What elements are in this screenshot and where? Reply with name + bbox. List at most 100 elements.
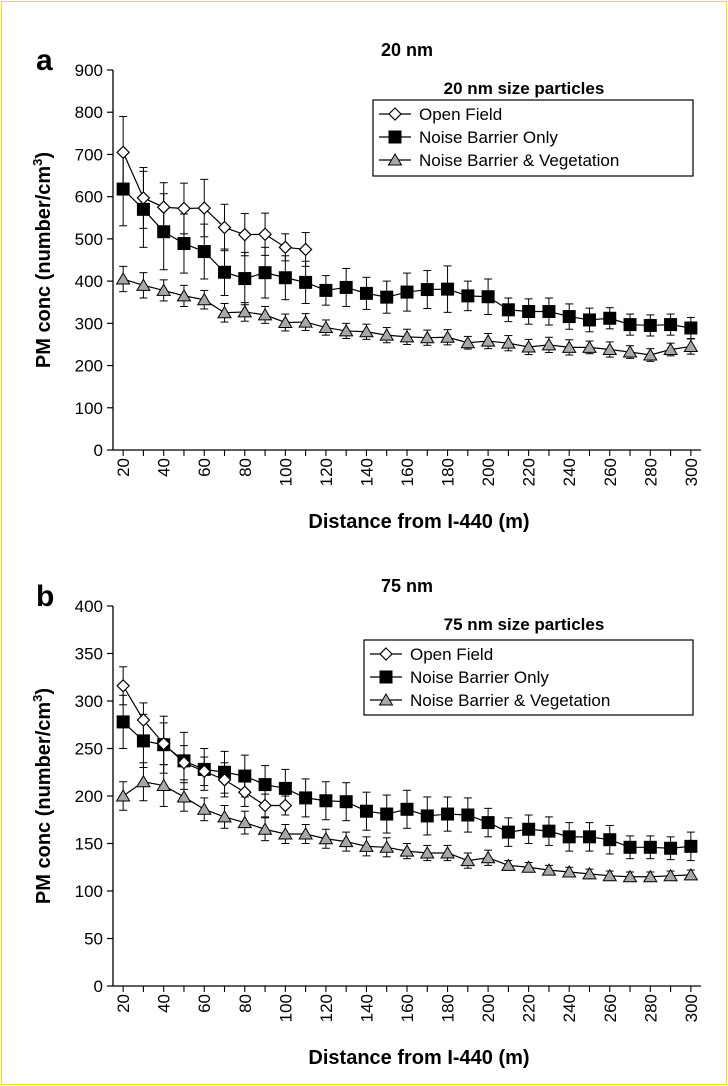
chart-panel-a: a 20 nm 0 100 200 300 400 500 600 700 800 900 20 40 60… — [30, 40, 701, 533]
data-point — [480, 850, 496, 864]
axes: 0 50 100 150 200 250 300 350 400 20 40 60 80 100 120 14… — [75, 597, 701, 1022]
y-tick-label: 100 — [75, 399, 103, 418]
data-point — [258, 778, 272, 792]
legend: 20 nm size particles Open Field Noise Barr… — [372, 79, 694, 177]
legend-label: Open Field — [410, 645, 493, 664]
legend-marker — [379, 670, 393, 684]
data-point — [582, 866, 597, 880]
series-line — [122, 721, 691, 849]
legend-title: 75 nm size particles — [444, 615, 605, 634]
data-point — [419, 846, 435, 859]
data-point — [278, 271, 292, 285]
data-point — [278, 781, 292, 795]
data-point — [176, 288, 192, 302]
data-point — [217, 773, 232, 787]
x-tick-label: 260 — [601, 994, 620, 1022]
data-point — [136, 278, 151, 291]
y-tick-label: 900 — [75, 61, 103, 80]
data-point — [359, 286, 373, 300]
data-point — [522, 822, 536, 836]
x-tick-label: 280 — [641, 458, 660, 486]
data-point — [460, 853, 476, 867]
data-point — [664, 841, 678, 855]
y-tick-label: 300 — [75, 692, 103, 711]
x-tick-label: 240 — [560, 458, 579, 486]
legend-label: Noise Barrier Only — [410, 668, 549, 687]
data-point — [521, 339, 537, 353]
panel-label: b — [36, 580, 54, 613]
data-point — [501, 858, 516, 871]
data-point — [541, 337, 557, 351]
data-point — [623, 318, 637, 332]
chart-panel-b: b 75 nm 0 50 100 150 200 250 300 350 400 20 40 60 80 10… — [30, 576, 701, 1069]
data-point — [197, 245, 211, 259]
data-point — [562, 310, 576, 324]
x-tick-label: 120 — [317, 994, 336, 1022]
legend-entry: Noise Barrier & Vegetation — [370, 691, 610, 710]
data-point — [115, 789, 131, 802]
data-point — [156, 736, 171, 751]
data-point — [683, 867, 699, 881]
x-tick-label: 160 — [398, 994, 417, 1022]
x-tick-label: 60 — [195, 458, 214, 477]
data-point — [683, 339, 699, 353]
data-point — [217, 809, 232, 823]
data-point — [359, 839, 374, 852]
data-point — [441, 807, 455, 821]
data-point — [623, 840, 637, 854]
data-point — [400, 285, 414, 299]
legend-box — [372, 99, 694, 177]
data-point — [602, 868, 618, 882]
x-tick-label: 280 — [641, 994, 660, 1022]
data-point — [197, 764, 212, 779]
y-axis-label: PM conc (number/cm3) — [30, 688, 55, 904]
data-point — [136, 713, 151, 727]
data-point — [319, 794, 333, 808]
x-tick-label: 220 — [520, 458, 539, 486]
data-point — [643, 318, 657, 332]
data-point — [338, 834, 354, 848]
data-point — [359, 804, 373, 818]
data-point — [339, 280, 353, 294]
series-noise-barrier-vegetation — [115, 762, 699, 883]
y-axis-label-main: PM conc (number/cm — [33, 166, 55, 368]
chart-title: 20 nm — [381, 40, 433, 60]
data-point — [663, 868, 678, 882]
data-point — [339, 795, 353, 809]
y-tick-label: 0 — [94, 977, 103, 996]
x-tick-label: 160 — [398, 458, 417, 486]
data-point — [177, 755, 191, 770]
data-point — [116, 145, 130, 160]
data-point — [338, 323, 354, 337]
data-point — [115, 272, 131, 285]
data-point — [299, 275, 313, 289]
data-point — [501, 336, 516, 349]
data-point — [136, 774, 151, 788]
x-tick-label: 180 — [439, 994, 458, 1022]
data-point — [197, 201, 212, 215]
y-axis-label-main: PM conc (number/cm — [33, 702, 55, 904]
data-point — [561, 340, 577, 353]
legend-title: 20 nm size particles — [444, 79, 605, 98]
data-point — [318, 831, 334, 845]
data-point — [277, 315, 293, 328]
data-point — [156, 778, 172, 792]
series-line — [122, 152, 306, 251]
legend-box — [363, 639, 694, 716]
data-point — [238, 272, 252, 286]
x-tick-label: 180 — [439, 458, 458, 486]
legend-label: Open Field — [419, 105, 502, 124]
data-point — [196, 292, 212, 306]
data-point — [237, 785, 252, 800]
data-point — [116, 678, 130, 693]
data-point — [379, 840, 395, 853]
x-tick-label: 40 — [155, 994, 174, 1013]
data-point — [622, 869, 638, 883]
data-point — [399, 329, 415, 343]
legend-entry: Noise Barrier Only — [379, 128, 558, 147]
data-point — [400, 802, 414, 816]
legend: 75 nm size particles Open Field Noise Barr… — [363, 615, 694, 716]
x-tick-label: 100 — [276, 458, 295, 486]
data-point — [237, 304, 253, 318]
